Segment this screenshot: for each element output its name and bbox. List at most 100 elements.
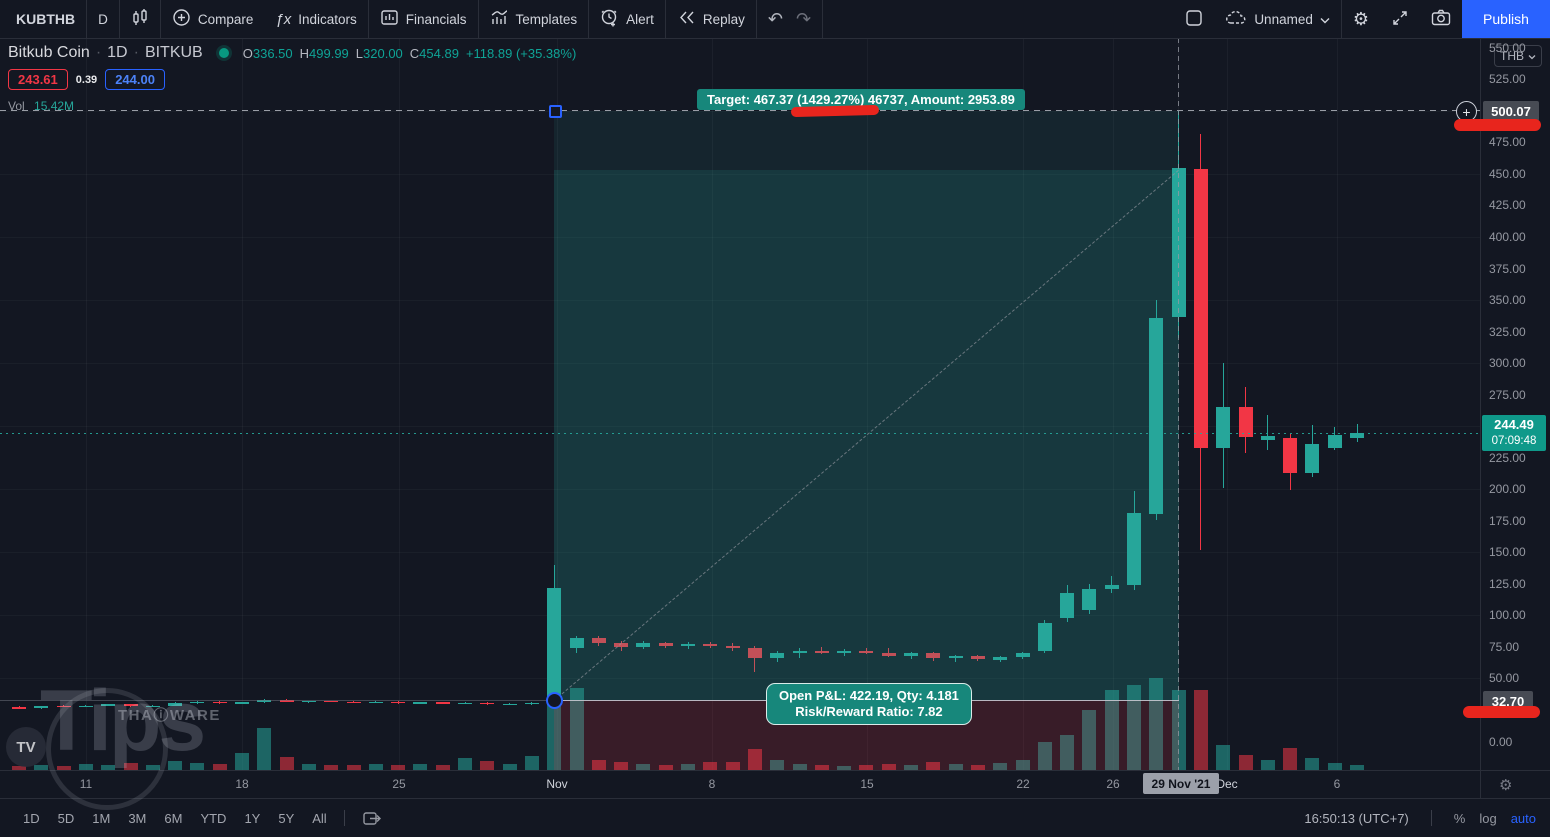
- grid-line-v: [242, 38, 243, 770]
- volume-bar: [770, 760, 785, 770]
- time-axis[interactable]: 29 Nov '21 11 18 25 Nov 8 15 22 26 Dec 6: [0, 770, 1480, 799]
- publish-button[interactable]: Publish: [1462, 0, 1550, 38]
- candle: [814, 650, 829, 654]
- ohlc-values: O336.50 H499.99 L320.00 C454.89 +118.89 …: [243, 46, 577, 61]
- percent-scale-button[interactable]: %: [1453, 810, 1466, 826]
- candle: [591, 638, 606, 644]
- range-button-1m[interactable]: 1M: [92, 810, 111, 826]
- symbol-button[interactable]: KUBTHB: [0, 0, 86, 38]
- candle: [1260, 436, 1275, 440]
- gear-icon: ⚙: [1499, 776, 1513, 794]
- alert-button[interactable]: Alert: [589, 0, 665, 38]
- price-tick: 475.00: [1489, 135, 1526, 150]
- grid-line-h: [0, 552, 1480, 554]
- range-button-ytd[interactable]: YTD: [200, 810, 227, 826]
- candle: [257, 699, 272, 703]
- range-button-1y[interactable]: 1Y: [244, 810, 261, 826]
- position-profit-zone-outer[interactable]: [554, 111, 1179, 700]
- bid-price[interactable]: 243.61: [8, 69, 68, 90]
- entry-point-handle[interactable]: [546, 692, 563, 709]
- range-button-3m[interactable]: 3M: [128, 810, 147, 826]
- candle: [34, 706, 49, 709]
- undo-button[interactable]: ↶: [757, 0, 794, 38]
- candle: [324, 701, 339, 703]
- volume-bar: [681, 763, 695, 770]
- grid-line-h: [0, 363, 1480, 365]
- candle: [837, 650, 852, 654]
- open-label: O: [242, 45, 253, 61]
- volume-bar: [301, 763, 316, 770]
- symbol-legend-row[interactable]: Bitkub Coin · 1D · BITKUB O336.50 H499.9…: [8, 44, 576, 62]
- symbol-label: KUBTHB: [16, 11, 76, 27]
- price-scale[interactable]: THB 500.07 32.70 244.49 07:09:48 550.00 5…: [1480, 38, 1550, 798]
- settings-button[interactable]: ⚙: [1342, 0, 1380, 38]
- spread-value: 0.39: [75, 73, 98, 86]
- candle: [926, 653, 941, 659]
- candle: [480, 703, 495, 705]
- candle: [747, 648, 762, 659]
- chart-style-button[interactable]: [120, 0, 160, 38]
- clock[interactable]: 16:50:13 (UTC+7): [1304, 810, 1409, 826]
- volume-bar: [881, 763, 896, 770]
- financials-button[interactable]: Financials: [369, 0, 478, 38]
- close-label: C: [409, 45, 420, 61]
- templates-button[interactable]: Templates: [479, 0, 589, 38]
- axis-settings-corner[interactable]: ⚙: [1480, 770, 1550, 799]
- range-button-5y[interactable]: 5Y: [278, 810, 295, 826]
- templates-icon: [490, 8, 509, 30]
- volume-bar: [1104, 690, 1119, 770]
- snapshot-button[interactable]: [1420, 0, 1462, 38]
- candle: [1127, 513, 1141, 586]
- ask-price[interactable]: 244.00: [105, 69, 165, 90]
- time-tick: 8: [708, 777, 716, 791]
- replay-button[interactable]: Replay: [666, 0, 756, 38]
- candle: [1015, 653, 1030, 657]
- market-status-icon[interactable]: [218, 48, 229, 58]
- chart-legend: Bitkub Coin · 1D · BITKUB O336.50 H499.9…: [8, 44, 576, 113]
- candle: [78, 705, 93, 707]
- range-button-5d[interactable]: 5D: [57, 810, 75, 826]
- interval-button[interactable]: D: [87, 0, 119, 38]
- target-line-handle[interactable]: [549, 105, 562, 118]
- volume-bar: [324, 764, 339, 770]
- go-to-date-button[interactable]: [353, 807, 391, 830]
- grid-line-h: [0, 110, 1480, 112]
- volume-bar: [725, 762, 740, 770]
- range-button-6m[interactable]: 6M: [164, 810, 183, 826]
- position-profit-zone[interactable]: [554, 170, 1179, 700]
- volume-bar: [859, 764, 874, 770]
- candle: [435, 702, 450, 704]
- fullscreen-button[interactable]: [1380, 0, 1420, 38]
- volume-bar: [1305, 758, 1320, 770]
- log-scale-button[interactable]: log: [1479, 810, 1497, 826]
- interval-label: D: [98, 11, 108, 27]
- position-target-tooltip[interactable]: Target: 467.37 (1429.27%) 46737, Amount:…: [697, 89, 1025, 110]
- position-pnl-tooltip[interactable]: Open P&L: 422.19, Qty: 4.181 Risk/Reward…: [766, 683, 972, 725]
- currency-toggle-button[interactable]: THB: [1494, 45, 1542, 67]
- range-button-all[interactable]: All: [312, 810, 327, 826]
- pnl-line: Open P&L: 422.19, Qty: 4.181: [779, 688, 959, 703]
- cloud-save-button[interactable]: Unnamed: [1214, 0, 1341, 38]
- indicators-button[interactable]: ƒx Indicators: [264, 0, 367, 38]
- divider: [588, 0, 590, 38]
- volume-bar: [926, 762, 941, 770]
- auto-scale-button[interactable]: auto: [1510, 810, 1536, 826]
- volume-legend-row[interactable]: Vol 15.42M: [8, 99, 576, 113]
- candle-wick: [1111, 576, 1113, 593]
- compare-button[interactable]: Compare: [161, 0, 265, 38]
- time-tick: 25: [392, 777, 406, 791]
- candle: [658, 643, 673, 646]
- replay-label: Replay: [702, 11, 745, 27]
- gear-icon: ⚙: [1352, 9, 1369, 29]
- candle: [56, 706, 71, 708]
- price-tick: 425.00: [1489, 198, 1526, 213]
- publish-label: Publish: [1483, 11, 1529, 27]
- redo-button[interactable]: ↷: [794, 0, 822, 38]
- target-price-line[interactable]: [0, 110, 1480, 111]
- layout-select-button[interactable]: [1174, 0, 1214, 38]
- volume-bar: [123, 763, 138, 770]
- range-button-1d[interactable]: 1D: [23, 810, 40, 826]
- volume-bar: [190, 763, 205, 770]
- templates-label: Templates: [515, 11, 578, 27]
